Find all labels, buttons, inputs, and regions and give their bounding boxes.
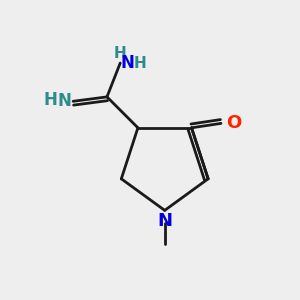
Text: N: N: [120, 54, 134, 72]
Text: H: H: [43, 91, 57, 109]
Text: N: N: [58, 92, 72, 110]
Text: H: H: [134, 56, 146, 70]
Text: N: N: [157, 212, 172, 230]
Text: O: O: [226, 114, 242, 132]
Text: H: H: [114, 46, 127, 61]
